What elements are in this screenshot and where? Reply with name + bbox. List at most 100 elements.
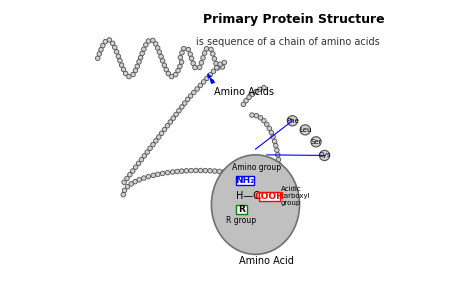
Circle shape (95, 56, 100, 61)
Circle shape (201, 79, 206, 84)
Circle shape (245, 174, 249, 179)
FancyBboxPatch shape (236, 205, 247, 214)
Circle shape (173, 72, 178, 77)
Circle shape (97, 52, 101, 56)
Circle shape (151, 142, 155, 147)
Circle shape (319, 150, 329, 160)
Circle shape (212, 169, 217, 173)
Circle shape (191, 61, 195, 65)
Circle shape (166, 71, 171, 76)
Circle shape (199, 61, 204, 65)
Circle shape (184, 168, 189, 173)
Circle shape (138, 55, 143, 60)
Text: Amino Acids: Amino Acids (214, 87, 274, 97)
Circle shape (210, 52, 215, 56)
Circle shape (221, 170, 226, 174)
Circle shape (212, 57, 217, 61)
Circle shape (244, 98, 248, 103)
Circle shape (99, 47, 103, 52)
Circle shape (262, 86, 266, 90)
Circle shape (300, 125, 310, 135)
Circle shape (231, 171, 236, 175)
Circle shape (287, 116, 298, 126)
Circle shape (118, 58, 122, 63)
Circle shape (171, 116, 175, 121)
Circle shape (151, 38, 155, 43)
Text: H—C: H—C (237, 191, 260, 201)
Circle shape (177, 108, 181, 113)
Circle shape (216, 65, 220, 70)
Circle shape (121, 67, 126, 72)
Circle shape (240, 173, 245, 177)
Circle shape (211, 69, 216, 73)
Circle shape (112, 45, 117, 50)
Circle shape (214, 61, 219, 66)
Circle shape (180, 169, 184, 173)
Text: Ser: Ser (310, 139, 322, 145)
Circle shape (128, 172, 132, 177)
Circle shape (151, 173, 155, 178)
Circle shape (133, 179, 137, 184)
Circle shape (139, 157, 144, 162)
Circle shape (273, 139, 277, 144)
FancyBboxPatch shape (259, 191, 281, 201)
Text: Amino group: Amino group (232, 163, 282, 172)
Circle shape (277, 185, 282, 189)
Circle shape (204, 46, 209, 51)
Circle shape (226, 170, 230, 175)
Circle shape (145, 150, 149, 154)
Text: R: R (238, 205, 245, 214)
Circle shape (103, 39, 108, 44)
Circle shape (137, 60, 141, 64)
Circle shape (208, 168, 212, 173)
Circle shape (198, 168, 203, 173)
Circle shape (189, 56, 194, 61)
Text: is sequence of a chain of amino acids: is sequence of a chain of amino acids (196, 37, 380, 47)
Circle shape (198, 83, 203, 88)
Circle shape (136, 161, 141, 166)
Circle shape (189, 168, 193, 173)
Circle shape (129, 182, 134, 186)
Circle shape (247, 95, 251, 100)
Circle shape (250, 92, 255, 96)
Circle shape (254, 177, 258, 181)
Circle shape (188, 94, 193, 98)
Text: Acidic
carboxyl
group: Acidic carboxyl group (281, 186, 310, 206)
Circle shape (266, 183, 271, 188)
Circle shape (262, 181, 267, 185)
Text: Phe: Phe (286, 118, 299, 124)
Circle shape (241, 102, 246, 107)
Circle shape (165, 170, 170, 175)
Circle shape (156, 135, 161, 139)
Circle shape (148, 146, 152, 151)
Circle shape (122, 180, 127, 185)
Circle shape (277, 167, 282, 171)
Circle shape (193, 168, 198, 173)
Circle shape (178, 64, 182, 69)
Circle shape (203, 168, 208, 173)
Circle shape (175, 169, 180, 174)
Circle shape (236, 172, 240, 176)
Circle shape (311, 137, 321, 147)
Circle shape (154, 42, 158, 46)
Circle shape (269, 186, 274, 191)
Circle shape (116, 54, 121, 59)
Circle shape (180, 51, 184, 55)
Circle shape (179, 60, 184, 64)
Circle shape (185, 97, 190, 102)
Circle shape (121, 192, 126, 197)
Circle shape (277, 162, 281, 167)
Circle shape (202, 51, 207, 55)
Circle shape (277, 190, 281, 194)
Circle shape (114, 50, 119, 54)
Circle shape (186, 47, 191, 52)
Circle shape (131, 72, 135, 77)
Circle shape (249, 175, 254, 180)
Circle shape (195, 87, 200, 91)
Circle shape (277, 171, 282, 176)
Circle shape (100, 43, 105, 48)
Circle shape (174, 112, 178, 117)
Circle shape (155, 172, 160, 177)
Circle shape (176, 68, 180, 73)
Circle shape (193, 65, 197, 70)
